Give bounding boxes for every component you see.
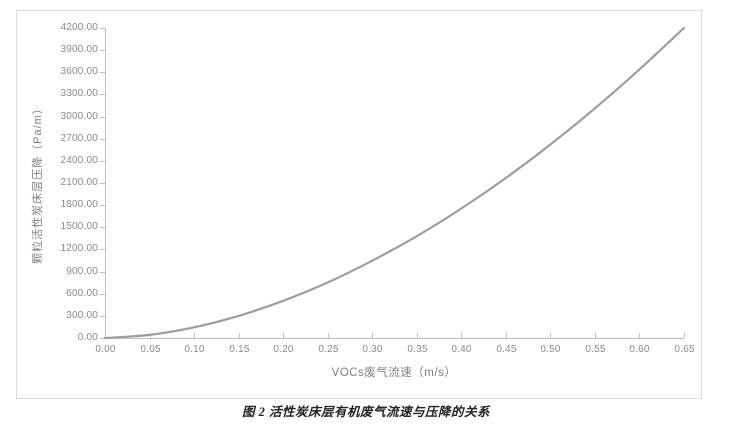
x-tick-label: 0.60: [629, 344, 650, 355]
y-tick-label: 4200.00: [60, 22, 98, 33]
figure-caption: 图 2 活性炭床层有机废气流速与压降的关系: [241, 405, 490, 419]
chart-frame: 颗粒活性炭床层压降（Pa/m） VOCs废气流速（m/s） 0.00 300.00…: [16, 10, 702, 399]
y-tick-label: 2100.00: [60, 177, 98, 188]
x-tick-label: 0.65: [674, 344, 695, 355]
line-series: [103, 26, 686, 340]
x-axis-title: VOCs废气流速（m/s）: [331, 367, 457, 379]
x-tick-label: 0.35: [407, 344, 428, 355]
x-tick-label: 0.30: [362, 344, 383, 355]
y-tick-label: 3900.00: [60, 44, 98, 55]
y-tick-label: 3600.00: [60, 66, 98, 77]
y-tick-label: 2700.00: [60, 133, 98, 144]
y-tick-label: 3000.00: [60, 111, 98, 122]
y-tick-label: 1800.00: [60, 199, 98, 210]
x-tick-label: 0.40: [451, 344, 472, 355]
y-tick-label: 1500.00: [60, 221, 98, 232]
y-tick-label: 3300.00: [60, 88, 98, 99]
x-tick-label: 0.05: [140, 344, 161, 355]
x-tick-label: 0.10: [184, 344, 205, 355]
y-tick-label: 0.00: [77, 332, 98, 343]
x-tick-label: 0.50: [540, 344, 561, 355]
x-tick-label: 0.15: [229, 344, 250, 355]
x-tick-label: 0.55: [585, 344, 606, 355]
y-tick-label: 900.00: [66, 266, 98, 277]
y-tick-label: 300.00: [66, 310, 98, 321]
y-tick-label: 1200.00: [60, 243, 98, 254]
y-tick-label: 600.00: [66, 288, 98, 299]
plot-area: [100, 26, 686, 340]
x-tick-label: 0.25: [318, 344, 339, 355]
x-tick-label: 0.00: [95, 344, 116, 355]
y-tick-label: 2400.00: [60, 155, 98, 166]
x-tick-label: 0.20: [273, 344, 294, 355]
x-tick-label: 0.45: [496, 344, 517, 355]
